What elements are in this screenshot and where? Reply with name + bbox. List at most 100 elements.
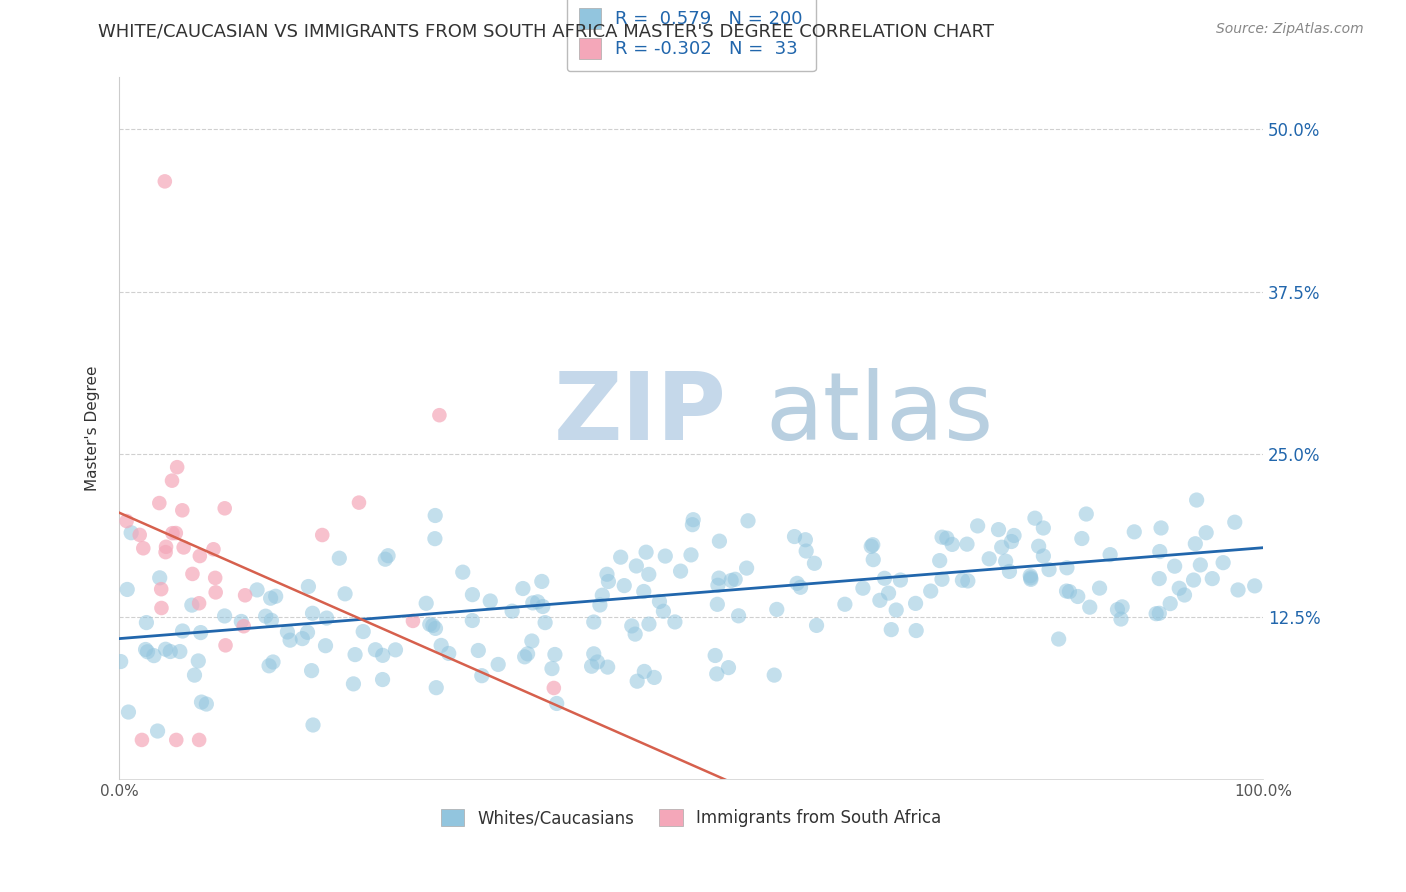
Point bbox=[165, 526, 187, 541]
Point bbox=[374, 552, 396, 566]
Point bbox=[188, 549, 211, 563]
Point bbox=[155, 642, 177, 657]
Point bbox=[643, 670, 665, 684]
Point bbox=[1070, 532, 1092, 546]
Point bbox=[190, 695, 212, 709]
Point bbox=[620, 619, 643, 633]
Point bbox=[254, 609, 277, 624]
Point bbox=[1201, 572, 1223, 586]
Point bbox=[451, 565, 474, 579]
Point bbox=[231, 615, 253, 629]
Point bbox=[873, 571, 896, 585]
Point bbox=[516, 647, 538, 661]
Point bbox=[371, 648, 394, 663]
Point bbox=[591, 588, 613, 602]
Point bbox=[461, 588, 484, 602]
Point bbox=[422, 618, 444, 632]
Point bbox=[1056, 561, 1078, 575]
Point bbox=[135, 615, 157, 630]
Point bbox=[880, 623, 903, 637]
Point bbox=[941, 537, 963, 551]
Point bbox=[737, 514, 759, 528]
Point bbox=[789, 580, 811, 594]
Point bbox=[301, 607, 323, 621]
Point bbox=[652, 604, 675, 618]
Point bbox=[531, 599, 554, 614]
Point bbox=[707, 571, 730, 585]
Point bbox=[794, 544, 817, 558]
Point bbox=[1144, 607, 1167, 621]
Point bbox=[1182, 573, 1205, 587]
Point bbox=[347, 495, 370, 509]
Text: Source: ZipAtlas.com: Source: ZipAtlas.com bbox=[1216, 22, 1364, 37]
Point bbox=[471, 668, 494, 682]
Point bbox=[202, 542, 225, 557]
Point bbox=[301, 664, 323, 678]
Point bbox=[724, 572, 747, 586]
Point bbox=[188, 733, 211, 747]
Point bbox=[233, 588, 256, 602]
Point bbox=[1099, 548, 1122, 562]
Point bbox=[544, 648, 567, 662]
Point bbox=[931, 530, 953, 544]
Point bbox=[214, 638, 236, 652]
Point bbox=[869, 593, 891, 607]
Point bbox=[461, 614, 484, 628]
Point bbox=[877, 586, 900, 600]
Point bbox=[1123, 524, 1146, 539]
Point bbox=[160, 474, 183, 488]
Point bbox=[204, 585, 226, 599]
Point bbox=[920, 584, 942, 599]
Point bbox=[1173, 588, 1195, 602]
Point bbox=[278, 633, 301, 648]
Point bbox=[1168, 582, 1191, 596]
Point bbox=[803, 557, 825, 571]
Point bbox=[1150, 521, 1173, 535]
Point bbox=[135, 642, 157, 657]
Point bbox=[1189, 558, 1212, 572]
Point bbox=[1111, 599, 1133, 614]
Point bbox=[110, 655, 132, 669]
Point bbox=[706, 667, 728, 681]
Point bbox=[609, 550, 631, 565]
Point bbox=[633, 584, 655, 599]
Point bbox=[172, 624, 194, 638]
Point bbox=[783, 530, 806, 544]
Point bbox=[707, 578, 730, 592]
Point bbox=[142, 648, 165, 663]
Point bbox=[150, 582, 173, 597]
Point bbox=[149, 571, 172, 585]
Point bbox=[582, 647, 605, 661]
Point bbox=[425, 681, 447, 695]
Point bbox=[709, 534, 731, 549]
Point bbox=[1019, 568, 1042, 582]
Point bbox=[998, 565, 1021, 579]
Point bbox=[1163, 559, 1185, 574]
Point bbox=[852, 581, 875, 595]
Point bbox=[636, 545, 658, 559]
Point bbox=[136, 645, 159, 659]
Point bbox=[214, 609, 236, 624]
Point bbox=[956, 537, 979, 551]
Point bbox=[419, 617, 441, 632]
Point bbox=[291, 632, 314, 646]
Point bbox=[1243, 579, 1265, 593]
Point bbox=[257, 658, 280, 673]
Point bbox=[128, 528, 150, 542]
Point bbox=[150, 601, 173, 615]
Point bbox=[648, 594, 671, 608]
Point bbox=[546, 697, 568, 711]
Point bbox=[377, 549, 399, 563]
Point bbox=[344, 648, 367, 662]
Point bbox=[486, 657, 509, 672]
Point bbox=[862, 538, 884, 552]
Point bbox=[522, 596, 544, 610]
Point bbox=[681, 517, 703, 532]
Point bbox=[1056, 584, 1078, 599]
Point bbox=[415, 596, 437, 610]
Point bbox=[513, 649, 536, 664]
Point bbox=[1195, 525, 1218, 540]
Point bbox=[1032, 521, 1054, 535]
Point bbox=[1019, 571, 1042, 585]
Point bbox=[889, 573, 911, 587]
